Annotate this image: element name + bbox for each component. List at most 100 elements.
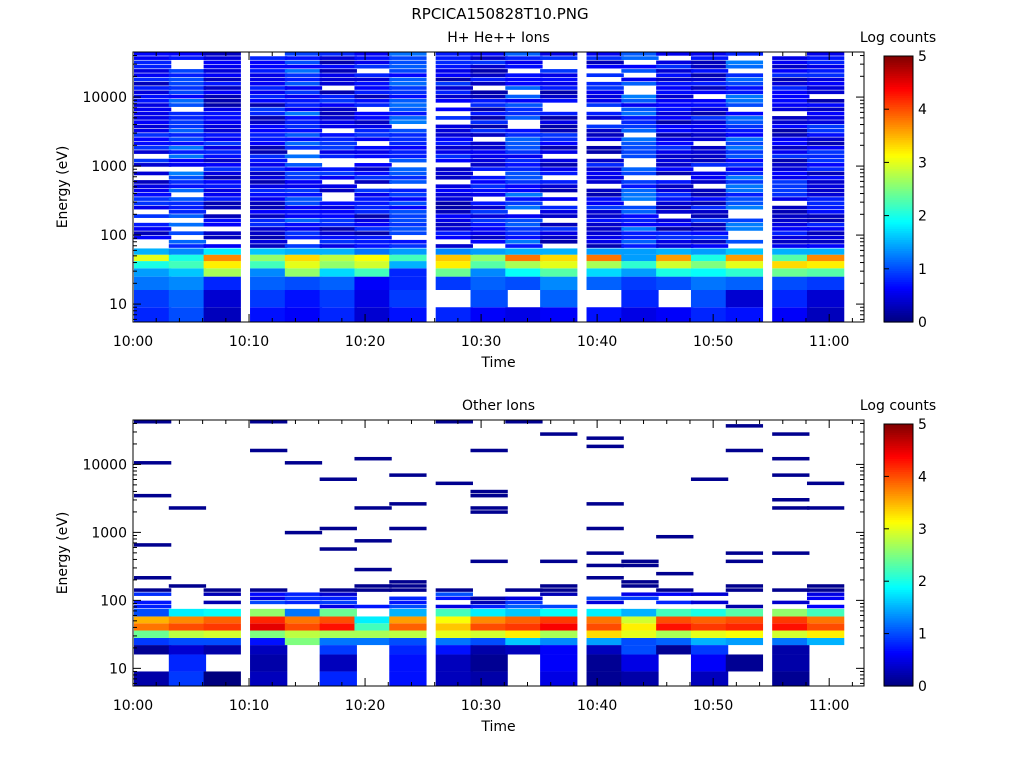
heatmap-cell <box>690 239 729 244</box>
heatmap-cell <box>389 167 427 171</box>
colorbar-step <box>884 450 913 453</box>
heatmap-cell <box>168 171 207 176</box>
heatmap-cell <box>250 231 288 236</box>
colorbar-step <box>884 115 913 119</box>
heatmap-cell <box>470 231 508 236</box>
colorbar-step <box>884 231 913 234</box>
heatmap-cell <box>772 616 810 624</box>
heatmap-cell <box>470 448 508 453</box>
heatmap-cell <box>505 623 543 631</box>
heatmap-cell <box>656 184 694 189</box>
heatmap-cell <box>354 239 392 244</box>
heatmap-cell <box>806 222 845 227</box>
colorbar-step <box>884 424 913 427</box>
heatmap-cell <box>540 432 578 436</box>
heatmap-cell <box>586 103 624 107</box>
heatmap-cell <box>586 645 624 655</box>
heatmap-cell <box>656 163 694 167</box>
heatmap-cell <box>772 167 810 171</box>
colorbar-step <box>884 239 913 243</box>
heatmap-cell <box>656 222 694 227</box>
heatmap-cell <box>134 222 172 227</box>
colorbar-step <box>884 91 913 95</box>
heatmap-cell <box>725 222 764 227</box>
heatmap-cell <box>134 86 172 90</box>
heatmap-cell <box>656 630 694 638</box>
heatmap-cell <box>470 276 508 290</box>
heatmap-cell <box>772 150 810 154</box>
heatmap-cell <box>586 227 624 231</box>
heatmap-cell <box>772 154 810 159</box>
heatmap-cell <box>250 637 288 646</box>
heatmap-cell <box>435 64 473 69</box>
heatmap-cell <box>621 218 659 223</box>
heatmap-cell <box>319 77 357 82</box>
heatmap-cell <box>134 235 172 240</box>
colorbar-step <box>884 474 913 477</box>
heatmap-cell <box>250 218 288 223</box>
heatmap-cell <box>354 167 392 171</box>
heatmap-cell <box>690 222 729 227</box>
heatmap-cell <box>540 289 578 308</box>
heatmap-cell <box>690 616 729 624</box>
heatmap-cell <box>284 592 323 596</box>
heatmap-cell <box>203 171 241 176</box>
heatmap-cell <box>319 254 357 262</box>
heatmap-cell <box>319 56 357 60</box>
heatmap-cell <box>806 103 845 107</box>
heatmap-cell <box>806 506 845 510</box>
heatmap-cell <box>806 180 845 184</box>
heatmap-cell <box>319 608 357 617</box>
heatmap-cell <box>354 192 392 197</box>
heatmap-cell <box>168 307 207 322</box>
heatmap-cell <box>354 588 392 592</box>
heatmap-cell <box>690 128 729 133</box>
colorbar-step <box>884 672 913 676</box>
heatmap-cell <box>134 133 172 137</box>
heatmap-cell <box>656 608 694 617</box>
colorbar-step <box>884 253 913 257</box>
heatmap-cell <box>435 608 473 617</box>
x-axis-label: Time <box>480 719 515 735</box>
heatmap-cell <box>540 608 578 617</box>
heatmap-cell <box>203 197 241 201</box>
heatmap-cell <box>435 588 473 592</box>
heatmap-cell <box>505 180 543 184</box>
colorbar-step <box>884 118 913 121</box>
heatmap-cell <box>690 120 729 125</box>
heatmap-cell <box>586 56 624 60</box>
heatmap-cell <box>470 637 508 646</box>
heatmap-cell <box>284 210 323 214</box>
heatmap-cell <box>354 222 392 227</box>
heatmap-cell <box>203 145 241 150</box>
heatmap-cell <box>470 56 508 60</box>
heatmap-cell <box>284 227 323 231</box>
heatmap-cell <box>250 268 288 277</box>
colorbar-step <box>884 485 913 488</box>
heatmap-cell <box>203 214 241 218</box>
heatmap-cell <box>690 73 729 78</box>
y-tick-label: 100 <box>100 593 127 609</box>
heatmap-cell <box>168 163 207 167</box>
heatmap-cell <box>435 481 473 486</box>
colorbar-step <box>884 589 913 593</box>
heatmap-cell <box>435 616 473 624</box>
heatmap-cell <box>134 150 172 154</box>
heatmap-cell <box>319 671 357 686</box>
heatmap-cell <box>725 150 764 154</box>
heatmap-cell <box>435 276 473 290</box>
heatmap-cell <box>250 86 288 90</box>
colorbar-step <box>884 629 913 633</box>
heatmap-cell <box>540 86 578 90</box>
colorbar-step <box>884 319 913 323</box>
heatmap-cell <box>470 158 508 163</box>
heatmap-cell <box>134 307 172 322</box>
heatmap-cell <box>435 86 473 90</box>
heatmap-cell <box>772 289 810 308</box>
heatmap-cell <box>250 645 288 655</box>
heatmap-cell <box>354 128 392 133</box>
heatmap-cell <box>250 289 288 308</box>
heatmap-cell <box>168 120 207 125</box>
heatmap-cell <box>621 167 659 171</box>
heatmap-cell <box>470 645 508 655</box>
